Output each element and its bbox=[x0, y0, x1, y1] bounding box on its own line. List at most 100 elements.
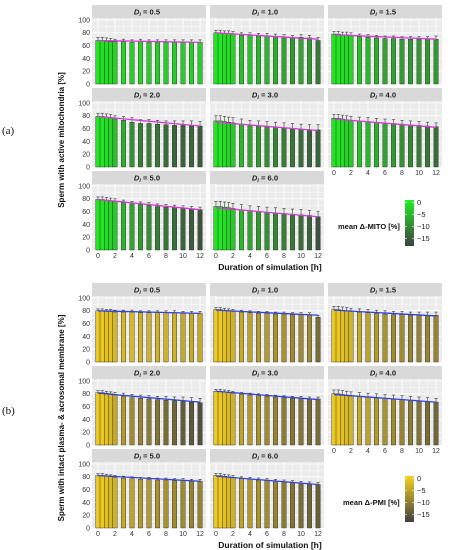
bar bbox=[340, 34, 345, 85]
y-tick-label: 40 bbox=[82, 500, 90, 507]
y-tick-label: 100 bbox=[78, 461, 90, 468]
y-tick-label: 20 bbox=[82, 152, 90, 159]
bar bbox=[217, 475, 223, 529]
bar bbox=[340, 118, 345, 168]
bar bbox=[256, 35, 261, 85]
facet-1-5: Di = 4.0 0 2 4 6 8 10 12 bbox=[328, 366, 442, 455]
bar bbox=[108, 311, 114, 363]
x-tick-label: 4 bbox=[366, 448, 370, 455]
bar bbox=[197, 313, 203, 363]
x-tick-label: 0 bbox=[332, 170, 336, 177]
bar bbox=[391, 123, 396, 168]
bar bbox=[99, 392, 105, 446]
bar bbox=[213, 391, 219, 446]
bar bbox=[273, 212, 278, 251]
y-tick-label: 20 bbox=[82, 430, 90, 437]
bar bbox=[180, 480, 186, 529]
bar bbox=[382, 38, 388, 85]
x-tick-label: 12 bbox=[432, 448, 440, 455]
bar bbox=[197, 209, 203, 251]
facet-0-4: Di = 3.0 bbox=[210, 88, 324, 168]
bar bbox=[172, 42, 177, 85]
bar bbox=[222, 309, 227, 363]
bar bbox=[146, 42, 152, 85]
facet-strip bbox=[210, 283, 324, 296]
bar bbox=[129, 397, 135, 446]
bar bbox=[95, 116, 101, 168]
bar bbox=[155, 206, 160, 251]
bar bbox=[121, 41, 126, 85]
bar bbox=[391, 314, 396, 363]
bar bbox=[290, 314, 295, 363]
bar bbox=[189, 313, 194, 363]
legend-tick-label: −15 bbox=[417, 510, 430, 519]
x-tick-label: 10 bbox=[297, 531, 305, 538]
bar bbox=[226, 310, 232, 363]
bar bbox=[222, 121, 227, 168]
facet-label: Di = 2.0 bbox=[134, 91, 160, 102]
x-tick-label: 10 bbox=[179, 253, 187, 260]
x-tick-label: 0 bbox=[96, 531, 100, 538]
bar bbox=[180, 125, 186, 168]
bar bbox=[189, 481, 194, 529]
bar bbox=[399, 314, 405, 363]
bar bbox=[230, 122, 236, 168]
bar bbox=[340, 309, 345, 363]
bar bbox=[298, 37, 304, 85]
trend-line bbox=[333, 309, 437, 317]
legend-tick-label: −10 bbox=[417, 498, 430, 507]
x-tick-label: 6 bbox=[147, 531, 151, 538]
bar bbox=[163, 479, 169, 529]
facet-0-2: Di = 1.5 bbox=[328, 5, 442, 85]
facet-label: Di = 3.0 bbox=[252, 91, 278, 102]
x-tick-label: 0 bbox=[96, 253, 100, 260]
bar bbox=[307, 314, 312, 363]
bar bbox=[230, 33, 236, 85]
bar bbox=[129, 203, 135, 251]
bar bbox=[315, 40, 321, 85]
bar bbox=[213, 120, 219, 168]
bar bbox=[112, 311, 118, 363]
x-tick-label: 10 bbox=[179, 531, 187, 538]
trend-line bbox=[97, 115, 201, 127]
bar bbox=[307, 37, 312, 85]
x-tick-label: 4 bbox=[248, 253, 252, 260]
bar bbox=[121, 311, 126, 363]
trend-line bbox=[97, 310, 201, 315]
bar bbox=[213, 32, 219, 85]
bar bbox=[298, 398, 304, 446]
bar bbox=[239, 478, 244, 529]
legend-tick-label: −5 bbox=[417, 210, 426, 219]
facet-strip bbox=[210, 366, 324, 379]
bar bbox=[180, 208, 186, 251]
bar bbox=[129, 121, 135, 168]
trend-line bbox=[97, 392, 201, 403]
bar bbox=[226, 476, 232, 529]
y-tick-label: 80 bbox=[82, 113, 90, 120]
y-tick-label: 40 bbox=[82, 222, 90, 229]
bar bbox=[226, 207, 232, 251]
y-tick-label: 60 bbox=[82, 126, 90, 133]
bar bbox=[112, 477, 118, 529]
bar bbox=[95, 310, 101, 363]
bar bbox=[348, 35, 354, 85]
bar bbox=[281, 37, 287, 85]
bar bbox=[172, 312, 177, 363]
bar bbox=[335, 393, 341, 446]
bar bbox=[365, 312, 371, 363]
y-tick-label: 0 bbox=[86, 81, 90, 88]
legend-tick-label: 0 bbox=[417, 198, 421, 207]
bar bbox=[290, 482, 295, 529]
facet-1-3: Di = 2.0 0 20 40 60 80 100 bbox=[78, 366, 206, 449]
bar bbox=[129, 311, 135, 363]
x-tick-label: 8 bbox=[164, 253, 168, 260]
facet-1-0: Di = 0.5 0 20 40 60 80 100 bbox=[78, 283, 206, 366]
bar bbox=[307, 129, 312, 168]
y-tick-label: 40 bbox=[82, 334, 90, 341]
x-tick-label: 10 bbox=[415, 448, 423, 455]
bar bbox=[264, 313, 270, 363]
facet-1-4: Di = 3.0 bbox=[210, 366, 324, 446]
bar bbox=[273, 481, 278, 529]
bar bbox=[416, 125, 422, 168]
facet-strip bbox=[210, 171, 324, 184]
